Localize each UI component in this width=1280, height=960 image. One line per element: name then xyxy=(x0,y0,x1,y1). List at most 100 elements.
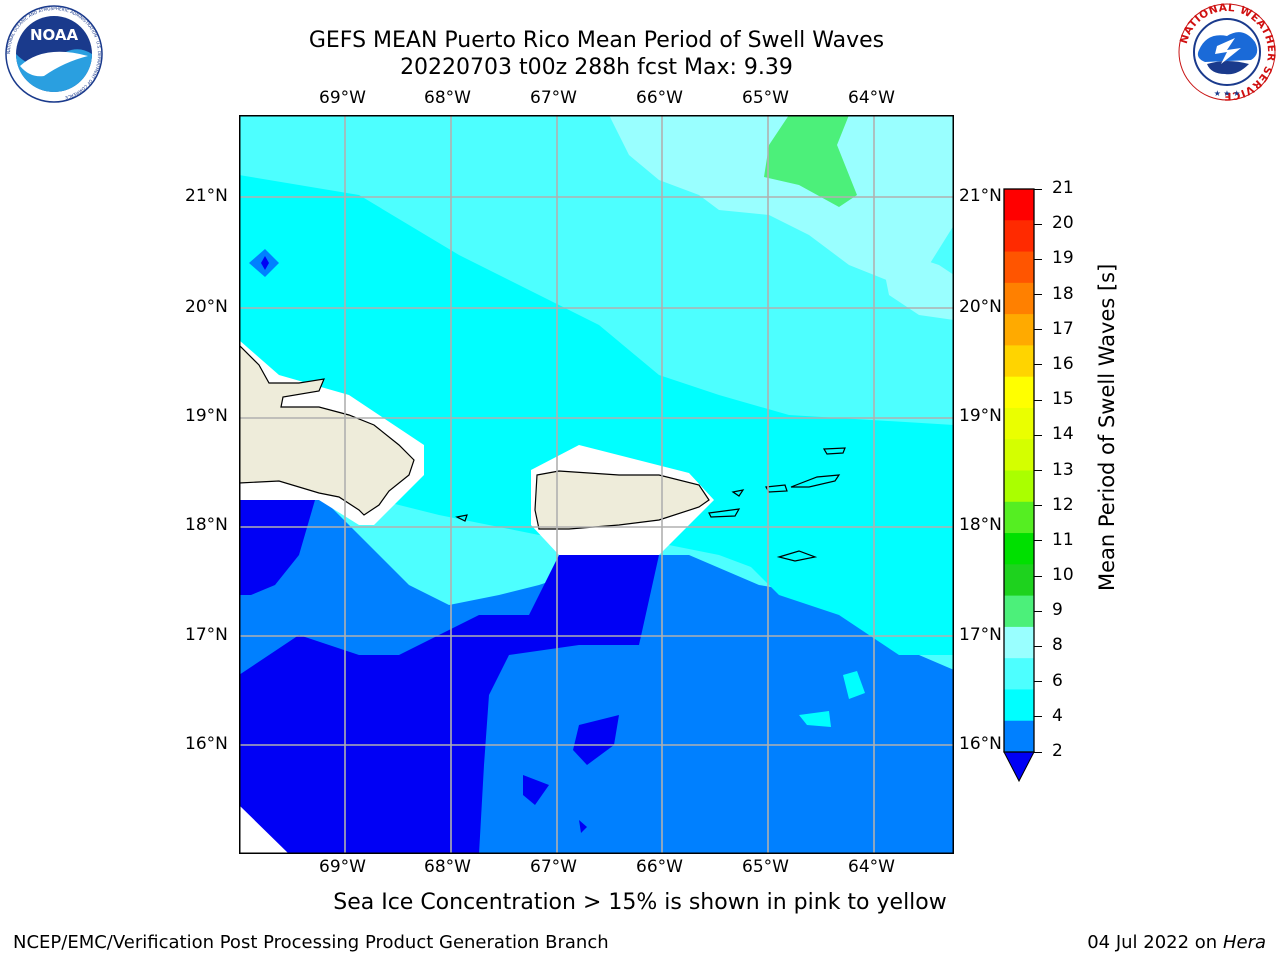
colorbar-tick-mark xyxy=(1034,223,1042,225)
field-8-9-east xyxy=(879,245,954,320)
lon-label-bottom: 64°W xyxy=(848,857,895,877)
colorbar-segment xyxy=(1004,626,1034,659)
colorbar-segment xyxy=(1004,470,1034,503)
sea-ice-note: Sea Ice Concentration > 15% is shown in … xyxy=(333,890,947,915)
colorbar-segment xyxy=(1004,689,1034,722)
colorbar-tick-label: 18 xyxy=(1052,283,1074,304)
colorbar-tick-label: 6 xyxy=(1052,670,1063,691)
colorbar-segment xyxy=(1004,595,1034,628)
lon-label-top: 65°W xyxy=(742,88,789,108)
lon-label-top: 68°W xyxy=(424,88,471,108)
field-4-6-central xyxy=(239,175,954,585)
lat-label-left: 19°N xyxy=(185,406,228,426)
colorbar-tick-mark xyxy=(1034,681,1042,683)
colorbar-tick-label: 21 xyxy=(1052,178,1074,198)
colorbar-tick-label: 16 xyxy=(1052,353,1074,374)
machine-name: Hera xyxy=(1222,932,1266,953)
colorbar-tick-label: 9 xyxy=(1052,600,1063,621)
land-islet1 xyxy=(731,489,745,497)
field-below-2-patch2 xyxy=(523,775,549,805)
colorbar xyxy=(1003,188,1035,783)
lat-label-left: 17°N xyxy=(185,625,228,645)
colorbar-tick-label: 13 xyxy=(1052,459,1074,480)
field-4-6-patch2 xyxy=(799,711,831,727)
colorbar-tick-label: 2 xyxy=(1052,741,1063,761)
svg-text:★ ★ ★: ★ ★ ★ xyxy=(1214,89,1241,98)
colorbar-tick-label: 12 xyxy=(1052,494,1074,515)
lat-label-left: 18°N xyxy=(185,515,228,535)
land-islet6 xyxy=(776,550,818,562)
colorbar-tick-mark xyxy=(1034,470,1042,471)
land-islet5 xyxy=(822,447,846,455)
colorbar-segment xyxy=(1004,564,1034,597)
field-4-6-patch1 xyxy=(843,671,865,699)
chart-subtitle: 20220703 t00z 288h fcst Max: 9.39 xyxy=(400,55,793,80)
colorbar-tick-label: 11 xyxy=(1052,529,1074,550)
colorbar-segment xyxy=(1004,189,1034,221)
graticule xyxy=(239,115,954,854)
lat-label-right: 16°N xyxy=(959,734,1002,754)
lon-label-top: 67°W xyxy=(530,88,577,108)
land-mask-sw-corner xyxy=(239,805,289,854)
colorbar-label: Mean Period of Swell Waves [s] xyxy=(1095,263,1119,591)
lat-label-right: 20°N xyxy=(959,297,1002,317)
date-stamp: 04 Jul 2022 on Hera xyxy=(1087,932,1266,953)
colorbar-segment xyxy=(1004,376,1034,409)
colorbar-tick-mark xyxy=(1034,294,1042,296)
lon-label-bottom: 69°W xyxy=(319,857,366,877)
colorbar-tick-label: 19 xyxy=(1052,248,1074,269)
lat-label-left: 16°N xyxy=(185,734,228,754)
colorbar-tick-mark xyxy=(1034,610,1042,612)
colorbar-segment xyxy=(1004,407,1034,440)
chart-title: GEFS MEAN Puerto Rico Mean Period of Swe… xyxy=(308,28,885,53)
colorbar-tick-mark xyxy=(1034,751,1042,753)
land-hispaniola xyxy=(239,344,415,516)
colorbar-segment xyxy=(1004,345,1034,378)
colorbar-tick-mark xyxy=(1034,645,1042,647)
field-4-6-se xyxy=(739,525,954,655)
field-8-9-ne xyxy=(609,115,954,285)
lon-label-bottom: 65°W xyxy=(742,857,789,877)
colorbar-segment xyxy=(1004,251,1034,284)
field-below-2-west xyxy=(239,500,315,595)
lon-label-top: 64°W xyxy=(848,88,895,108)
colorbar-segment xyxy=(1004,533,1034,565)
lon-label-bottom: 66°W xyxy=(636,857,683,877)
field-9-10 xyxy=(764,115,857,207)
lat-label-left: 21°N xyxy=(185,186,228,206)
colorbar-tick-mark xyxy=(1034,258,1042,260)
colorbar-segment xyxy=(1004,658,1034,690)
colorbar-tick-mark xyxy=(1034,575,1042,577)
colorbar-tick-mark xyxy=(1034,399,1042,401)
colorbar-segment xyxy=(1004,282,1034,315)
lon-label-top: 66°W xyxy=(636,88,683,108)
colorbar-under-triangle xyxy=(1003,751,1035,783)
lat-label-left: 20°N xyxy=(185,297,228,317)
colorbar-tick-mark xyxy=(1034,329,1042,331)
colorbar-segment xyxy=(1004,439,1034,471)
lat-label-right: 19°N xyxy=(959,406,1002,426)
noaa-logo-text: NOAA xyxy=(30,26,79,44)
colorbar-tick-label: 14 xyxy=(1052,424,1074,445)
colorbar-segment xyxy=(1004,720,1034,753)
lon-label-top: 69°W xyxy=(319,88,366,108)
colorbar-tick-label: 10 xyxy=(1052,565,1074,586)
lon-label-bottom: 68°W xyxy=(424,857,471,877)
colorbar-tick-label: 15 xyxy=(1052,389,1074,410)
land-islet4 xyxy=(790,474,841,488)
credit-text: NCEP/EMC/Verification Post Processing Pr… xyxy=(13,932,609,953)
land-puerto-rico xyxy=(534,470,710,530)
lat-label-right: 18°N xyxy=(959,515,1002,535)
field-below-2-patch5 xyxy=(261,256,269,270)
colorbar-tick-label: 17 xyxy=(1052,318,1074,339)
lat-label-right: 21°N xyxy=(959,186,1002,206)
field-below-2-patch1 xyxy=(573,715,619,765)
colorbar-segment xyxy=(1004,220,1034,253)
field-below-2-south xyxy=(239,555,659,854)
land-islet3 xyxy=(708,508,741,518)
colorbar-tick-mark xyxy=(1034,434,1042,436)
swell-period-map xyxy=(239,115,954,854)
colorbar-tick-label: 4 xyxy=(1052,705,1063,726)
lon-label-bottom: 67°W xyxy=(530,857,577,877)
colorbar-tick-mark xyxy=(1034,505,1042,507)
